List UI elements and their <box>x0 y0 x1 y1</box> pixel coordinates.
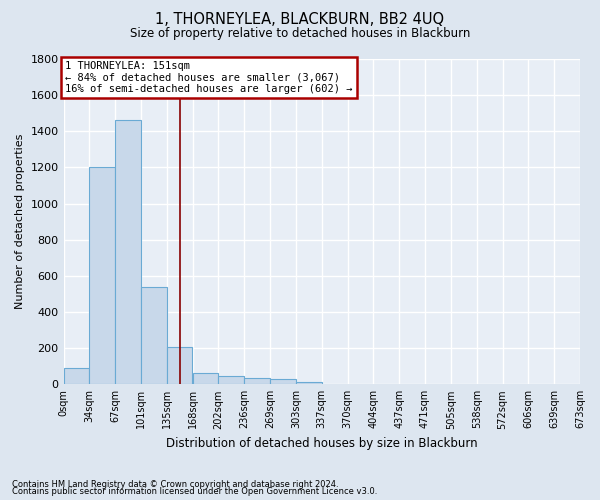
Bar <box>64 368 89 384</box>
Text: Contains HM Land Registry data © Crown copyright and database right 2024.: Contains HM Land Registry data © Crown c… <box>12 480 338 489</box>
Bar <box>244 378 270 384</box>
X-axis label: Distribution of detached houses by size in Blackburn: Distribution of detached houses by size … <box>166 437 478 450</box>
Bar <box>141 286 167 384</box>
Text: 1, THORNEYLEA, BLACKBURN, BB2 4UQ: 1, THORNEYLEA, BLACKBURN, BB2 4UQ <box>155 12 445 28</box>
Bar <box>193 372 218 384</box>
Text: Contains public sector information licensed under the Open Government Licence v3: Contains public sector information licen… <box>12 488 377 496</box>
Bar <box>89 168 115 384</box>
Bar <box>296 382 322 384</box>
Text: Size of property relative to detached houses in Blackburn: Size of property relative to detached ho… <box>130 28 470 40</box>
Bar <box>115 120 141 384</box>
Bar <box>218 376 244 384</box>
Bar <box>167 348 193 385</box>
Y-axis label: Number of detached properties: Number of detached properties <box>15 134 25 310</box>
Bar <box>270 379 296 384</box>
Text: 1 THORNEYLEA: 151sqm
← 84% of detached houses are smaller (3,067)
16% of semi-de: 1 THORNEYLEA: 151sqm ← 84% of detached h… <box>65 61 353 94</box>
